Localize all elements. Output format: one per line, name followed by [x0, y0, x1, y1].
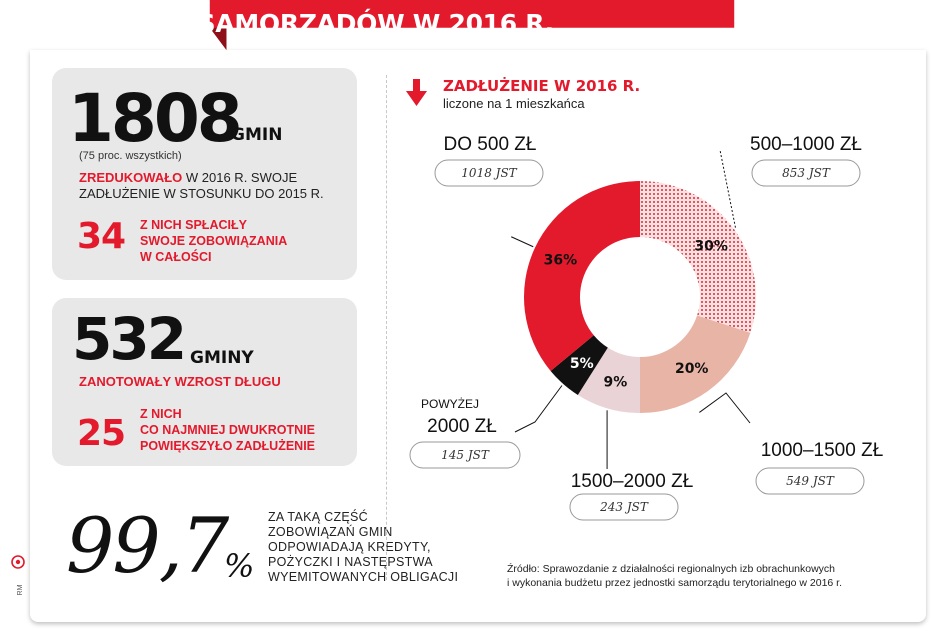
slice-count-label: 853 JST	[782, 166, 831, 180]
slice-category-label: DO 500 ZŁ	[444, 134, 537, 155]
sub-stat-line: CO NAJMNIEJ DWUKROTNIE	[140, 423, 316, 437]
slice-category-label: 1000–1500 ZŁ	[761, 440, 884, 461]
slice-count-label: 1018 JST	[461, 166, 517, 180]
callout-line	[719, 149, 736, 228]
stat-box-increased	[52, 298, 357, 466]
share-description: ZA TAKĄ CZĘŚĆ ZOBOWIĄZAŃ GMIN ODPOWIADAJ…	[268, 510, 458, 585]
stat-desc-increase: ZANOTOWAŁY WZROST DŁUGU	[79, 374, 281, 389]
slice-count-label: 549 JST	[786, 474, 835, 488]
stat-desc-rest: W 2016 R. SWOJE	[182, 170, 298, 185]
share-line: POŻYCZKI I NASTĘPSTWA	[268, 555, 433, 569]
share-line: WYEMITOWANYCH OBLIGACJI	[268, 570, 459, 584]
header-banner	[209, 0, 735, 50]
donut-slice	[577, 347, 640, 413]
sub-stat-line: POWIĘKSZYŁO ZADŁUŻENIE	[140, 439, 315, 453]
count-pill	[751, 159, 861, 187]
share-value: 99,7	[66, 501, 229, 590]
share-line: ZOBOWIĄZAŃ GMIN	[268, 525, 393, 539]
sub-stat-line: SWOJE ZOBOWIĄZANIA	[140, 234, 288, 248]
stat-number-532: 532	[72, 305, 187, 373]
stat-unit-gmin: GMIN	[231, 125, 283, 145]
slice-value-label: 36%	[544, 253, 578, 269]
sub-stat-text-doubled: Z NICH CO NAJMNIEJ DWUKROTNIE POWIĘKSZYŁ…	[140, 406, 315, 454]
slice-category-label: 2000 ZŁ	[427, 416, 497, 437]
count-pill	[755, 467, 865, 495]
slice-value-label: 5%	[570, 356, 594, 372]
count-pill	[569, 493, 679, 521]
cp-logo: RM	[11, 555, 25, 595]
page-title: ZADŁUŻENIE SAMORZĄDÓW W 2016 R.	[16, 9, 554, 38]
source-line: i wykonania budżetu przez jednostki samo…	[507, 577, 843, 589]
sub-stat-number-25: 25	[77, 413, 126, 454]
slice-category-label: 500–1000 ZŁ	[750, 134, 862, 155]
stat-desc-line2: ZADŁUŻENIE W STOSUNKU DO 2015 R.	[79, 186, 324, 201]
sub-stat-text-paid: Z NICH SPŁACIŁY SWOJE ZOBOWIĄZANIA W CAŁ…	[140, 217, 287, 265]
donut-slice	[640, 181, 756, 333]
chart-title: ZADŁUŻENIE W 2016 R.	[443, 77, 641, 95]
source-line: Źródło: Sprawozdanie z działalności regi…	[507, 563, 836, 575]
share-line: ZA TAKĄ CZĘŚĆ	[268, 510, 368, 524]
slice-category-label: POWYŻEJ	[421, 397, 479, 411]
slice-category-label: 1500–2000 ZŁ	[571, 471, 694, 492]
slice-count-label: 145 JST	[441, 448, 490, 462]
sub-stat-line: W CAŁOŚCI	[140, 250, 212, 264]
stat-number-1808: 1808	[68, 80, 243, 157]
chart-subtitle: liczone na 1 mieszkańca	[443, 96, 585, 111]
credit-initials: RM	[17, 584, 24, 595]
stat-unit-gminy: GMINY	[190, 348, 254, 368]
slice-value-label: 30%	[694, 238, 728, 254]
share-line: ODPOWIADAJĄ KREDYTY,	[268, 540, 431, 554]
donut-slice	[524, 181, 640, 371]
count-pill	[409, 441, 521, 469]
count-pill	[434, 159, 544, 187]
sub-stat-line: Z NICH	[140, 407, 182, 421]
callout-line	[699, 392, 751, 424]
slice-count-label: 243 JST	[599, 500, 649, 514]
sub-stat-line: Z NICH SPŁACIŁY	[140, 218, 247, 232]
stat-box-reduced	[52, 68, 357, 280]
donut-slice	[640, 315, 751, 413]
share-percent-symbol: %	[224, 547, 255, 585]
callout-line	[511, 236, 534, 248]
divider	[386, 75, 387, 580]
slice-value-label: 20%	[675, 361, 709, 377]
sub-stat-number-34: 34	[77, 216, 126, 257]
callout-line	[514, 385, 563, 433]
stat-desc-reduced: ZREDUKOWAŁO W 2016 R. SWOJE ZADŁUŻENIE W…	[79, 170, 349, 202]
source-note: Źródło: Sprawozdanie z działalności regi…	[507, 562, 842, 590]
stat-note: (75 proc. wszystkich)	[79, 150, 182, 162]
slice-value-label: 9%	[604, 375, 628, 391]
stat-desc-highlight: ZREDUKOWAŁO	[79, 170, 183, 185]
donut-slice	[550, 335, 608, 395]
